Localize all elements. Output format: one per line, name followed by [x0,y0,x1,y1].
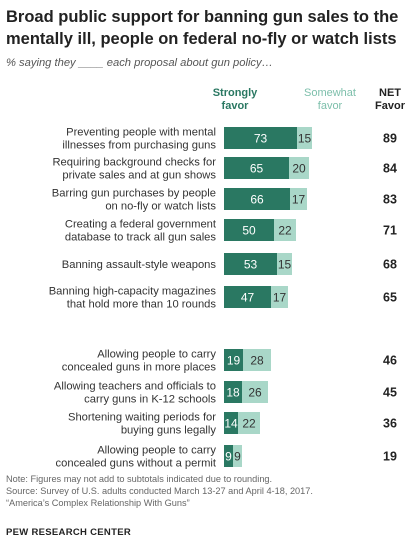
data-label-strongly-favor: 9 [225,450,232,464]
report-title-text: “America’s Complex Relationship With Gun… [6,498,190,509]
bar-somewhat-favor [289,157,309,179]
net-favor-value: 89 [383,132,397,146]
data-label-somewhat-favor: 20 [292,162,306,176]
bar-somewhat-favor [274,219,296,241]
bar-strongly-favor [224,219,274,241]
chart-title: Broad public support for banning gun sal… [6,8,399,48]
net-favor-value: 71 [383,224,397,238]
legend-net-favor: NET Favor [375,87,406,112]
data-label-strongly-favor: 14 [224,417,238,431]
net-favor-value: 65 [383,291,397,305]
bar-strongly-favor [224,349,243,371]
data-label-somewhat-favor: 15 [298,132,312,146]
bar-strongly-favor [224,445,233,467]
bar-strongly-favor [224,381,242,403]
bar-somewhat-favor [242,381,268,403]
data-label-strongly-favor: 19 [227,354,241,368]
bar-strongly-favor [224,188,290,210]
net-favor-value: 46 [383,354,397,368]
bar-somewhat-favor [233,445,242,467]
bar-somewhat-favor [238,412,260,434]
data-label-strongly-favor: 66 [250,193,264,207]
source-text: Source: Survey of U.S. adults conducted … [6,486,313,497]
legend-strongly-favor: Strongly favor [213,87,258,112]
data-label-somewhat-favor: 17 [292,193,306,207]
bar-strongly-favor [224,412,238,434]
note-text: Note: Figures may not add to subtotals i… [6,474,273,484]
legend-somewhat-favor: Somewhat favor [304,87,356,112]
category-label: Creating a federal government database to… [65,219,217,244]
net-favor-value: 83 [383,193,397,207]
category-label: Preventing people with mental illnesses f… [62,127,216,152]
net-favor-value: 45 [383,386,397,400]
category-label: Allowing people to carry concealed guns i… [62,349,217,374]
net-favor-value: 36 [383,417,397,431]
data-label-strongly-favor: 73 [254,132,268,146]
bar-somewhat-favor [277,253,292,275]
data-label-somewhat-favor: 22 [278,224,292,238]
category-label: Shortening waiting periods for buying gun… [68,412,216,437]
bar-strongly-favor [224,157,289,179]
data-label-strongly-favor: 50 [242,224,256,238]
bar-somewhat-favor [297,127,312,149]
net-favor-value: 68 [383,258,397,272]
net-favor-value: 84 [383,162,397,176]
data-label-somewhat-favor: 15 [278,258,292,272]
data-label-strongly-favor: 47 [241,291,255,305]
chart-subtitle: % saying they ____ each proposal about g… [6,57,273,69]
data-label-somewhat-favor: 26 [248,386,262,400]
data-label-strongly-favor: 53 [244,258,258,272]
data-label-strongly-favor: 18 [226,386,240,400]
chart-notes: Note: Figures may not add to subtotals i… [6,473,414,510]
category-label: Barring gun purchases by people on no-fly… [52,188,217,213]
bar-somewhat-favor [271,286,288,308]
bar-strongly-favor [224,286,271,308]
bar-strongly-favor [224,253,277,275]
category-label: Allowing teachers and officials to carry … [54,381,217,406]
data-label-strongly-favor: 65 [250,162,264,176]
net-favor-value: 19 [383,450,397,464]
data-label-somewhat-favor: 17 [273,291,287,305]
bar-strongly-favor [224,127,297,149]
data-label-somewhat-favor: 9 [234,450,241,464]
category-label: Banning assault-style weapons [62,259,217,271]
data-label-somewhat-favor: 28 [250,354,264,368]
data-label-somewhat-favor: 22 [242,417,256,431]
category-label: Allowing people to carry concealed guns w… [56,445,217,470]
category-label: Banning high-capacity magazines that hold… [49,286,217,311]
category-label: Requiring background checks for private s… [52,157,216,182]
bar-somewhat-favor [290,188,307,210]
bar-somewhat-favor [243,349,271,371]
footer-credit: PEW RESEARCH CENTER [6,527,131,538]
